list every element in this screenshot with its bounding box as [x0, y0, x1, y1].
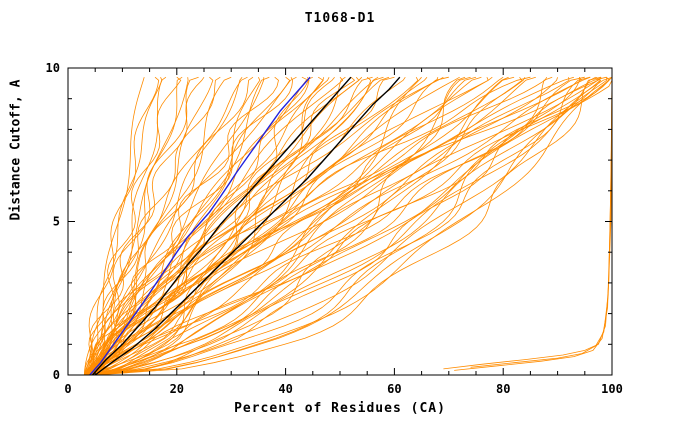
x-tick-label: 60 [387, 382, 401, 396]
model-curve [94, 77, 548, 376]
blue-curve [89, 76, 311, 376]
model-curve [89, 77, 145, 376]
model-curve [95, 76, 466, 376]
outlier-curve [470, 77, 613, 368]
model-curve [84, 76, 509, 376]
model-curve [83, 76, 363, 376]
model-curve [83, 77, 294, 376]
model-curve [95, 76, 477, 376]
plot-border [67, 67, 613, 376]
model-curve [94, 76, 582, 376]
model-curve [83, 76, 444, 376]
model-curve [95, 76, 602, 376]
model-curve [94, 76, 335, 376]
model-curve [84, 76, 346, 376]
model-curve [84, 76, 602, 376]
model-curve [89, 76, 553, 376]
model-curve [89, 77, 570, 376]
model-curve [89, 76, 601, 376]
model-curve [94, 76, 270, 376]
outlier-curve [443, 77, 613, 370]
x-tick-label: 40 [278, 382, 292, 396]
model-curve [84, 76, 526, 376]
y-tick-label: 0 [53, 368, 60, 382]
model-curve [89, 77, 489, 376]
model-curve [95, 76, 372, 376]
model-curve [83, 76, 360, 376]
model-curve [84, 76, 591, 376]
model-curve [89, 77, 439, 376]
model-curve [83, 76, 205, 376]
x-tick-label: 20 [170, 382, 184, 396]
model-curve [83, 76, 575, 376]
model-curve [89, 76, 607, 376]
black-curve-2 [94, 76, 401, 376]
model-curve [84, 76, 613, 376]
model-curve [84, 76, 493, 376]
model-curve [83, 76, 160, 376]
model-curve [89, 76, 523, 376]
model-curve [95, 77, 608, 376]
model-curve [94, 76, 384, 376]
model-curve [84, 76, 596, 376]
black-curve-1 [91, 76, 352, 376]
model-curve [83, 76, 297, 376]
model-curve [84, 76, 428, 376]
model-curve [95, 76, 585, 376]
model-curve [89, 76, 471, 376]
model-curve [89, 77, 580, 376]
x-tick-label: 0 [64, 382, 71, 396]
model-curve [89, 77, 261, 376]
model-curve [89, 76, 248, 376]
model-curve [89, 77, 163, 376]
model-curve [89, 76, 279, 376]
x-axis-label: Percent of Residues (CA) [234, 401, 446, 416]
model-curve [89, 76, 591, 376]
model-curve [89, 77, 613, 376]
model-curve [95, 76, 613, 376]
model-curve [89, 76, 422, 376]
x-tick-label: 100 [601, 382, 623, 396]
model-curve [95, 76, 602, 376]
x-tick-label: 80 [496, 382, 510, 396]
chart-title: T1068-D1 [304, 11, 376, 26]
y-tick-label: 5 [53, 215, 60, 229]
model-curve [89, 76, 214, 376]
y-tick-label: 10 [46, 61, 60, 75]
model-curve [88, 76, 182, 376]
